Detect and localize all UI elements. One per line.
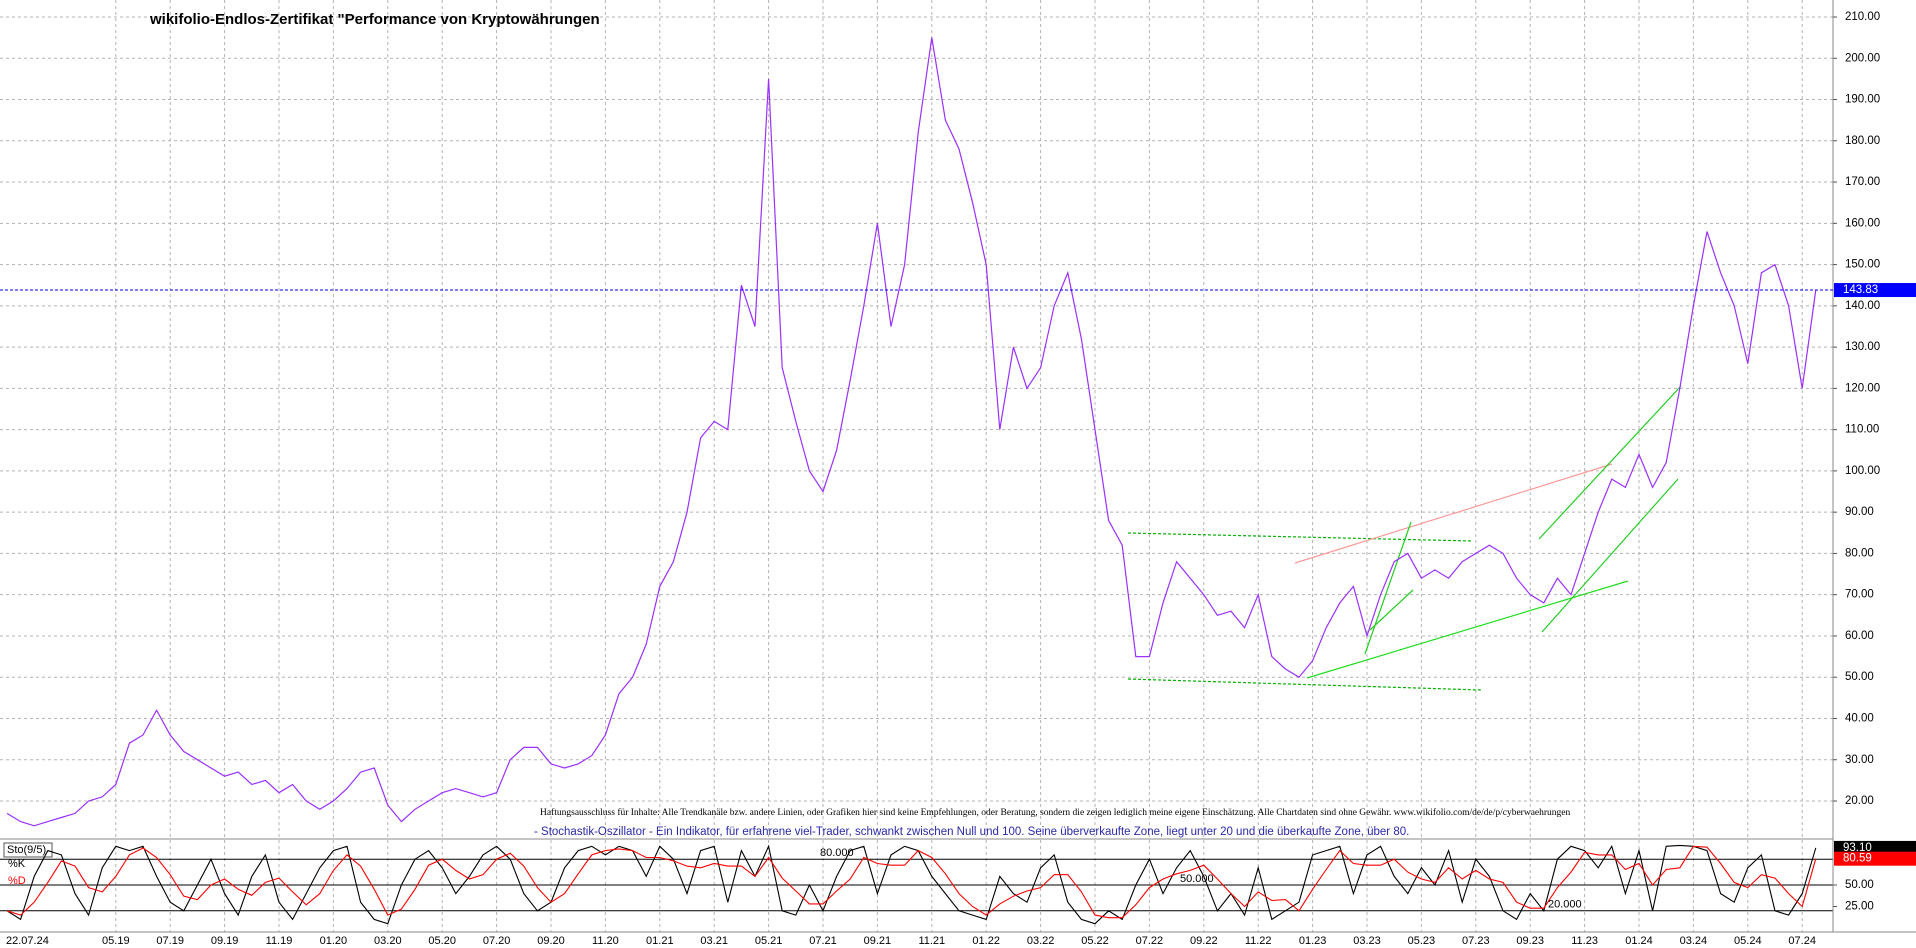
trend-line <box>1127 532 1473 542</box>
x-tick-label: 05.22 <box>1081 935 1109 947</box>
value-badge-label: 80.59 <box>1843 853 1872 865</box>
level-label: 50.000 <box>1180 873 1214 885</box>
x-tick-label: 07.24 <box>1788 935 1816 947</box>
x-tick-label: 05.21 <box>755 935 783 947</box>
price-line <box>6 37 1817 827</box>
x-tick-label: 07.23 <box>1462 935 1490 947</box>
current-badge <box>1834 283 1916 298</box>
x-tick-label: 11.21 <box>918 935 945 947</box>
x-tick-label: 09.19 <box>211 935 239 947</box>
y-tick-label: 50.00 <box>1845 671 1874 683</box>
trend-line <box>1294 463 1613 564</box>
x-tick-label: 09.20 <box>537 935 565 947</box>
y-tick-label: 60.00 <box>1845 630 1874 642</box>
indicator-line <box>6 844 1817 925</box>
x-tick-label: 09.22 <box>1190 935 1218 947</box>
y-tick-label: 200.00 <box>1845 52 1880 64</box>
trend-line <box>1538 385 1682 540</box>
value-badge-label: 93.10 <box>1843 842 1872 854</box>
level-label: 20.000 <box>1548 899 1582 911</box>
disclaimer: Haftungsausschluss für Inhalte: Alle Tre… <box>540 807 1571 818</box>
trend-line <box>1306 580 1629 679</box>
x-tick-label: 09.23 <box>1516 935 1544 947</box>
y-tick-label: 160.00 <box>1845 217 1880 229</box>
y-tick-label: 210.00 <box>1845 11 1880 23</box>
trend-lines <box>1127 385 1682 691</box>
x-tick-label: 05.23 <box>1408 935 1436 947</box>
x-tick-label: 05.20 <box>428 935 456 947</box>
trend-line <box>1541 478 1679 633</box>
y-tick-label: 110.00 <box>1845 424 1879 436</box>
y-tick-label: 40.00 <box>1845 713 1874 725</box>
x-tick-label: 01.22 <box>972 935 1000 947</box>
x-tick-label: 07.19 <box>156 935 184 947</box>
x-tick-label: 03.22 <box>1027 935 1055 947</box>
indicator-box <box>3 842 53 858</box>
x-tick-label: 03.23 <box>1353 935 1381 947</box>
x-tick-label: 01.24 <box>1625 935 1653 947</box>
x-tick-label: 01.23 <box>1299 935 1327 947</box>
x-tick-label: 03.21 <box>700 935 728 947</box>
indicator-label: Sto(9/5) <box>7 844 46 856</box>
x-tick-label: 11.20 <box>592 935 619 947</box>
x-tick-label: 03.24 <box>1680 935 1708 947</box>
x-tick-label: 05.19 <box>102 935 130 947</box>
y-tick-label: 190.00 <box>1845 94 1880 106</box>
value-badge <box>1834 851 1916 866</box>
trend-line <box>1127 678 1482 691</box>
x-tick-label: 11.19 <box>266 935 293 947</box>
x-tick-label: 01.21 <box>646 935 674 947</box>
x-tick-label: 11.22 <box>1245 935 1272 947</box>
x-tick-label: 09.21 <box>864 935 892 947</box>
current-label: 143.83 <box>1843 284 1878 296</box>
legend-label: %K <box>8 858 26 870</box>
trend-line <box>1364 521 1412 655</box>
y-tick-label: 120.00 <box>1845 382 1880 394</box>
x-tick-label: 07.21 <box>809 935 837 947</box>
y-tick-label: 180.00 <box>1845 135 1880 147</box>
x-tick-label: 03.20 <box>374 935 402 947</box>
x-tick-label: 11.23 <box>1571 935 1598 947</box>
y-tick-label: 140.00 <box>1845 300 1880 312</box>
date-label: 22.07.24 <box>6 935 49 947</box>
x-tick-label: 05.24 <box>1734 935 1762 947</box>
plot <box>6 37 1817 925</box>
y-tick-label: 30.00 <box>1845 754 1874 766</box>
indicator-description: - Stochastik-Oszillator - Ein Indikator,… <box>534 826 1409 838</box>
y-tick-label: 100.00 <box>1845 465 1880 477</box>
x-tick-label: 07.20 <box>483 935 511 947</box>
y-tick-label: 90.00 <box>1845 506 1874 518</box>
chart-title: wikifolio-Endlos-Zertifikat "Performance… <box>149 11 600 28</box>
value-badge <box>1834 840 1916 855</box>
y-tick-label: 80.00 <box>1845 547 1874 559</box>
y-tick-label: 70.00 <box>1845 589 1874 601</box>
y-tick-label: 130.00 <box>1845 341 1880 353</box>
trend-line <box>1369 589 1414 631</box>
indicator-line <box>6 845 1817 919</box>
level-label: 80.000 <box>820 847 854 859</box>
legend-label: %D <box>8 875 26 887</box>
y-tick-label: 20.00 <box>1845 795 1874 807</box>
grid <box>0 0 1833 932</box>
y-tick-label: 170.00 <box>1845 176 1880 188</box>
x-tick-label: 01.20 <box>320 935 348 947</box>
y-tick-label: 50.00 <box>1845 879 1874 891</box>
x-tick-label: 07.22 <box>1136 935 1164 947</box>
y-tick-label: 150.00 <box>1845 259 1880 271</box>
y-tick-label: 25.00 <box>1845 901 1874 913</box>
